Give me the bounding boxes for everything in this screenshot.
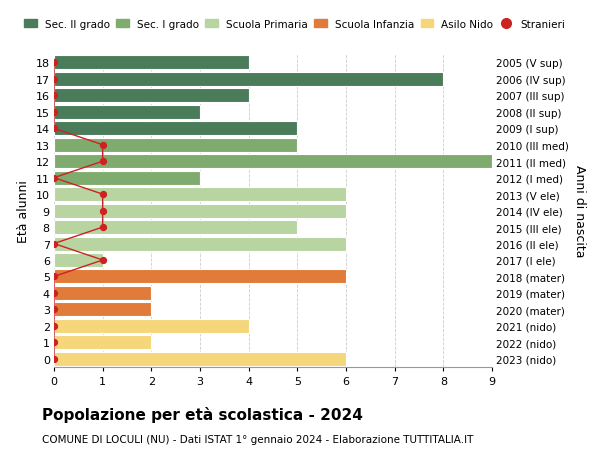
Bar <box>54 89 248 103</box>
Point <box>98 191 107 198</box>
Point <box>98 257 107 264</box>
Point <box>98 207 107 215</box>
Point <box>98 158 107 166</box>
Point <box>49 109 59 116</box>
Bar <box>54 56 248 70</box>
Bar <box>54 122 298 136</box>
Point <box>49 125 59 133</box>
Bar <box>54 253 103 268</box>
Bar <box>54 155 492 169</box>
Point <box>49 92 59 100</box>
Point <box>49 241 59 248</box>
Bar <box>54 221 298 235</box>
Bar <box>54 188 346 202</box>
Bar <box>54 336 151 350</box>
Y-axis label: Età alunni: Età alunni <box>17 180 30 242</box>
Point <box>49 60 59 67</box>
Point <box>49 290 59 297</box>
Bar <box>54 286 151 300</box>
Bar <box>54 303 151 317</box>
Bar <box>54 106 200 119</box>
Legend: Sec. II grado, Sec. I grado, Scuola Primaria, Scuola Infanzia, Asilo Nido, Stran: Sec. II grado, Sec. I grado, Scuola Prim… <box>24 20 565 30</box>
Point <box>49 273 59 280</box>
Text: Popolazione per età scolastica - 2024: Popolazione per età scolastica - 2024 <box>42 406 363 422</box>
Point <box>98 142 107 149</box>
Bar <box>54 237 346 251</box>
Bar <box>54 352 346 366</box>
Y-axis label: Anni di nascita: Anni di nascita <box>573 165 586 257</box>
Bar <box>54 73 443 87</box>
Bar <box>54 204 346 218</box>
Point <box>49 323 59 330</box>
Point <box>49 174 59 182</box>
Point <box>49 306 59 313</box>
Point <box>49 355 59 363</box>
Point <box>98 224 107 231</box>
Bar <box>54 319 248 333</box>
Point <box>49 339 59 346</box>
Text: COMUNE DI LOCULI (NU) - Dati ISTAT 1° gennaio 2024 - Elaborazione TUTTITALIA.IT: COMUNE DI LOCULI (NU) - Dati ISTAT 1° ge… <box>42 434 473 444</box>
Bar <box>54 270 346 284</box>
Point <box>49 76 59 84</box>
Bar <box>54 139 298 152</box>
Bar <box>54 171 200 185</box>
